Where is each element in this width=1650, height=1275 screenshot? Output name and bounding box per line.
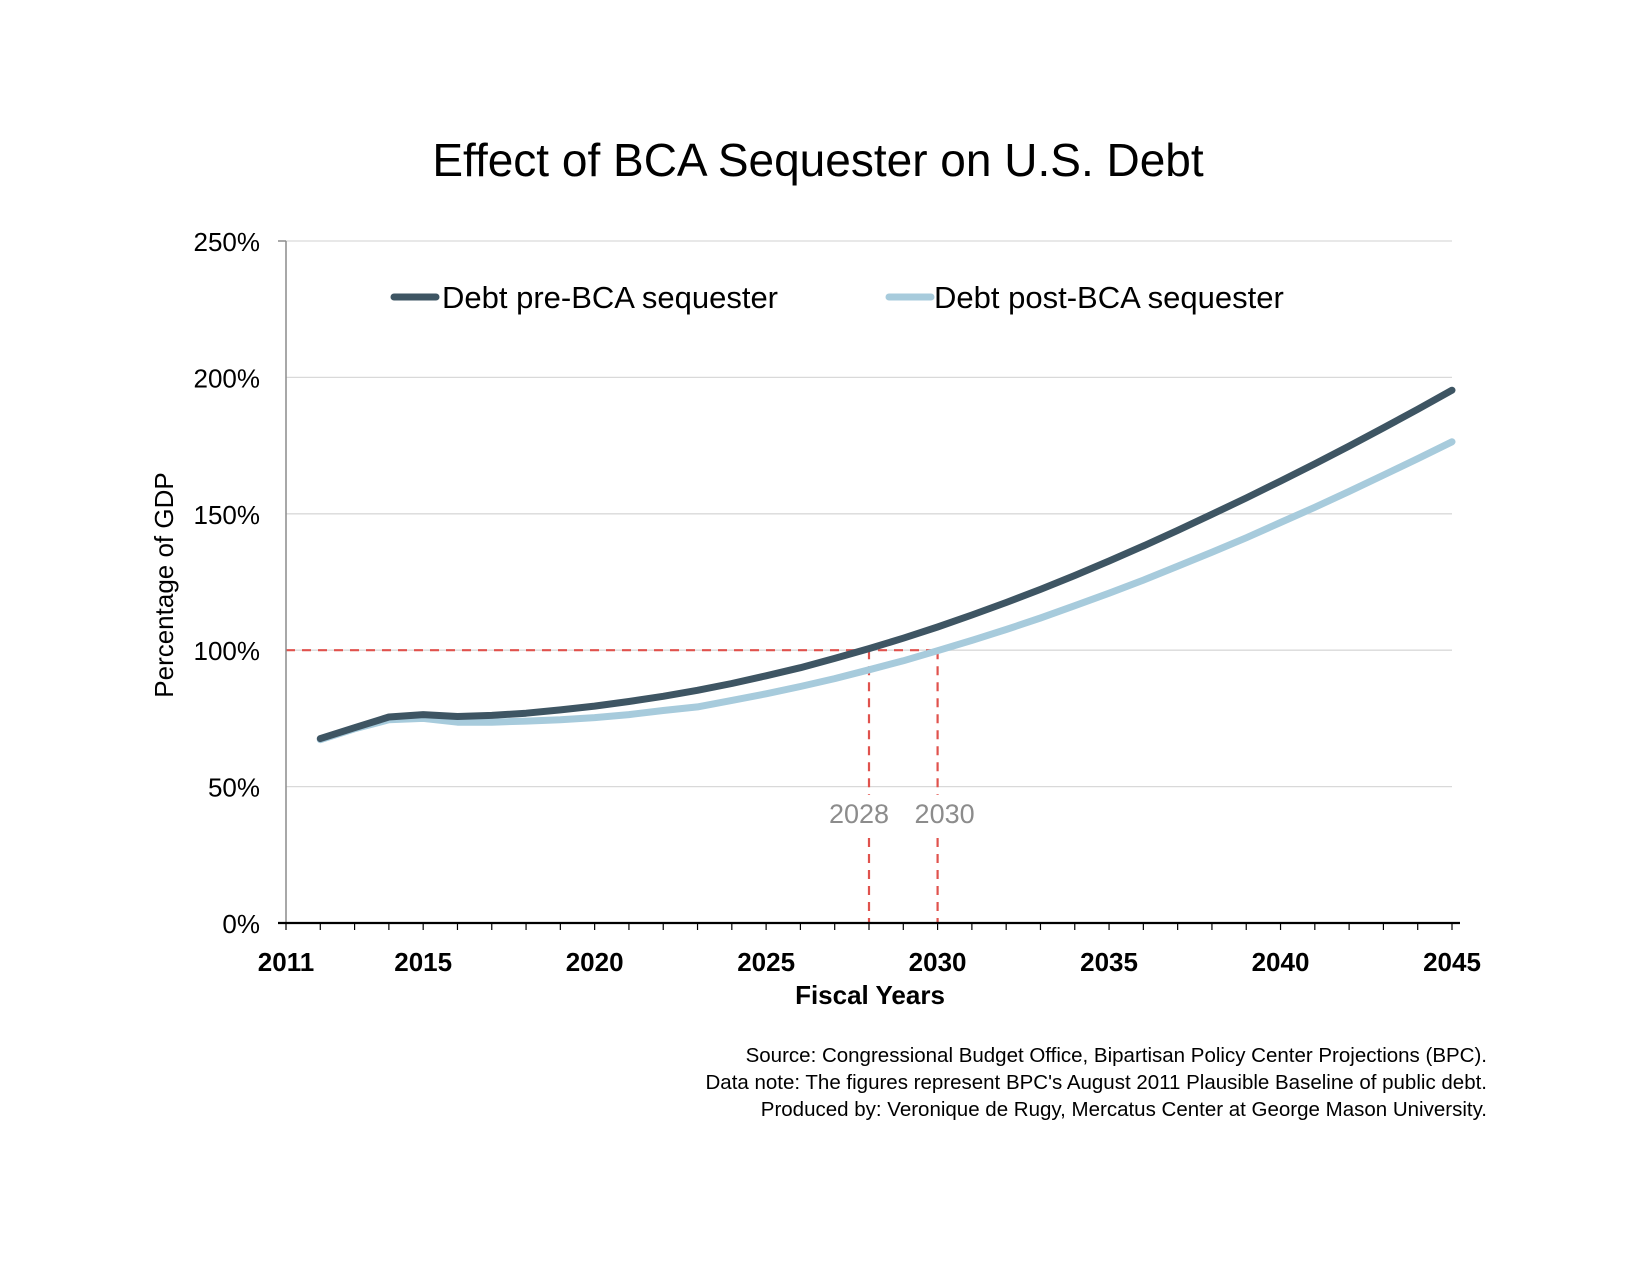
y-tick-label: 200% [194, 363, 261, 393]
x-tick-label: 2015 [394, 947, 452, 977]
y-tick-label: 50% [208, 773, 260, 803]
x-tick-label: 2011 [258, 947, 314, 977]
y-tick-label: 150% [194, 500, 261, 530]
source-notes: Source: Congressional Budget Office, Bip… [705, 1044, 1487, 1121]
threshold-annotations: 2028 2030 [286, 649, 975, 923]
series-line-pre-bca [316, 386, 1456, 743]
y-axis-label: Percentage of GDP [149, 472, 179, 697]
marker-label-2030: 2030 [915, 799, 975, 829]
y-tick-label: 100% [194, 636, 261, 666]
x-tick-label: 2025 [737, 947, 795, 977]
legend: Debt pre-BCA sequester Debt post-BCA seq… [390, 280, 1284, 315]
source-note: Source: Congressional Budget Office, Bip… [746, 1044, 1487, 1067]
marker-label-2028: 2028 [829, 799, 889, 829]
series-lines [316, 386, 1456, 744]
x-tick-label: 2030 [909, 947, 967, 977]
tick-labels: 0% 50% 100% 150% 200% 250% 2011 2015 2020 2025 203… [194, 227, 1481, 977]
y-tick-label: 0% [222, 909, 260, 939]
axes [278, 240, 1460, 930]
legend-label-pre-bca: Debt pre-BCA sequester [442, 280, 778, 315]
x-axis-label: Fiscal Years [795, 980, 945, 1010]
produced-by-note: Produced by: Veronique de Rugy, Mercatus… [761, 1098, 1487, 1121]
legend-label-post-bca: Debt post-BCA sequester [934, 280, 1284, 315]
series-line-post-bca [316, 438, 1456, 744]
y-tick-label: 250% [194, 227, 261, 257]
data-note: Data note: The figures represent BPC's A… [705, 1071, 1487, 1094]
x-tick-label: 2035 [1080, 947, 1138, 977]
chart-title: Effect of BCA Sequester on U.S. Debt [432, 134, 1204, 186]
x-tick-label: 2040 [1252, 947, 1310, 977]
x-tick-label: 2020 [566, 947, 624, 977]
x-tick-label: 2045 [1423, 947, 1481, 977]
